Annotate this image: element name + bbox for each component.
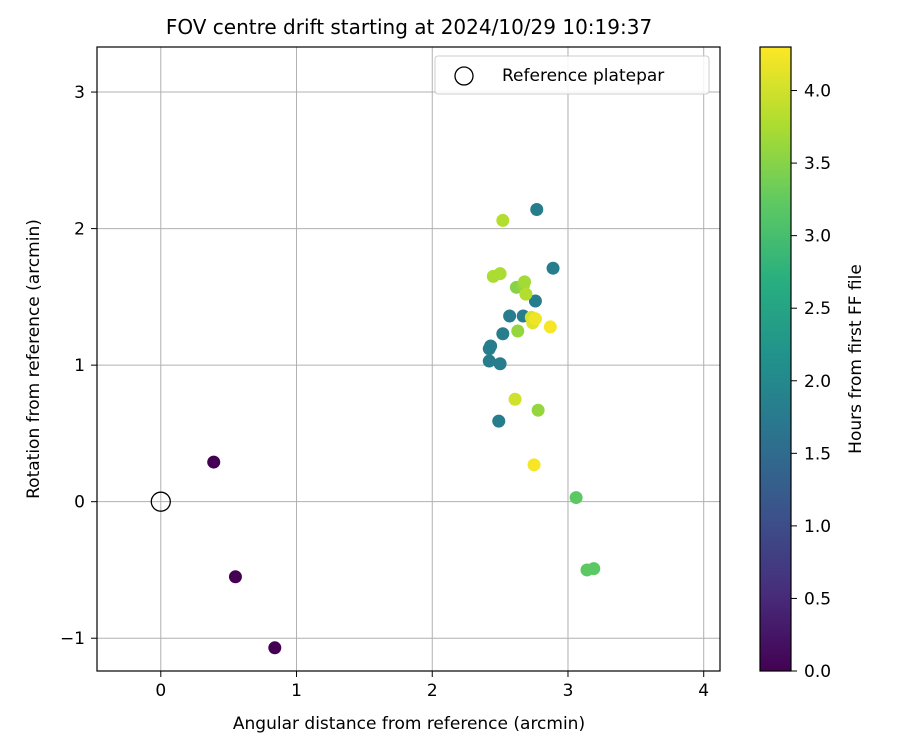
- data-point: [511, 324, 525, 338]
- legend: Reference platepar: [434, 55, 710, 95]
- data-point: [493, 267, 507, 281]
- colorbar-tick-label: 2.5: [804, 299, 831, 319]
- x-axis-ticks: 0 1 2 3 4: [155, 671, 709, 701]
- data-point: [207, 455, 221, 469]
- y-tick-label: 0: [74, 493, 85, 513]
- data-point: [569, 491, 583, 505]
- colorbar-tick-label: 1.0: [804, 517, 831, 537]
- y-tick-label: 3: [74, 83, 85, 103]
- data-point: [530, 202, 544, 216]
- x-axis-label: Angular distance from reference (arcmin): [233, 714, 585, 734]
- colorbar-tick-label: 2.0: [804, 372, 831, 392]
- data-point: [543, 320, 557, 334]
- colorbar-tick-label: 3.5: [804, 154, 831, 174]
- data-point: [546, 261, 560, 275]
- data-point: [496, 327, 510, 341]
- data-point: [503, 309, 517, 323]
- reference-marker: [150, 491, 171, 512]
- colorbar-ticks: 0.0 0.5 1.0 1.5 2.0 2.5 3.0 3.5 4.0: [791, 82, 831, 682]
- x-tick-label: 2: [427, 681, 438, 701]
- data-point: [531, 403, 545, 417]
- legend-label: Reference platepar: [502, 66, 664, 86]
- data-point: [228, 570, 242, 584]
- x-tick-label: 3: [563, 681, 574, 701]
- x-tick-label: 4: [698, 681, 709, 701]
- colorbar-gradient: [759, 46, 792, 672]
- y-tick-label: 1: [74, 356, 85, 376]
- colorbar-tick-label: 0.5: [804, 589, 831, 609]
- data-points: [207, 202, 601, 655]
- colorbar: 0.0 0.5 1.0 1.5 2.0 2.5 3.0 3.5 4.0 Hours from f…: [759, 46, 866, 682]
- data-point: [496, 213, 510, 227]
- x-tick-label: 1: [291, 681, 302, 701]
- colorbar-tick-label: 3.0: [804, 227, 831, 247]
- data-point: [482, 354, 496, 368]
- colorbar-label: Hours from first FF file: [846, 264, 866, 454]
- chart-title: FOV centre drift starting at 2024/10/29 …: [166, 15, 652, 39]
- data-point: [518, 275, 532, 289]
- colorbar-tick-label: 0.0: [804, 662, 831, 682]
- data-point: [519, 287, 533, 301]
- x-tick-label: 0: [155, 681, 166, 701]
- data-point: [528, 294, 542, 308]
- colorbar-tick-label: 4.0: [804, 82, 831, 102]
- legend-marker-icon: [454, 66, 474, 86]
- y-axis-label: Rotation from reference (arcmin): [24, 219, 44, 499]
- data-point: [508, 392, 522, 406]
- y-tick-label: 2: [74, 220, 85, 240]
- data-point: [492, 414, 506, 428]
- data-point: [493, 357, 507, 371]
- data-point: [268, 641, 282, 655]
- data-point: [482, 342, 496, 356]
- plot-frame: [96, 46, 721, 672]
- plot-area: 0 1 2 3 4 −1 0 1 2 3: [60, 46, 721, 701]
- y-tick-label: −1: [60, 629, 85, 649]
- colorbar-tick-label: 1.5: [804, 444, 831, 464]
- y-axis-ticks: −1 0 1 2 3: [60, 83, 97, 649]
- data-point: [528, 312, 542, 326]
- reference-point: [150, 491, 171, 512]
- data-point: [587, 562, 601, 576]
- data-point: [527, 458, 541, 472]
